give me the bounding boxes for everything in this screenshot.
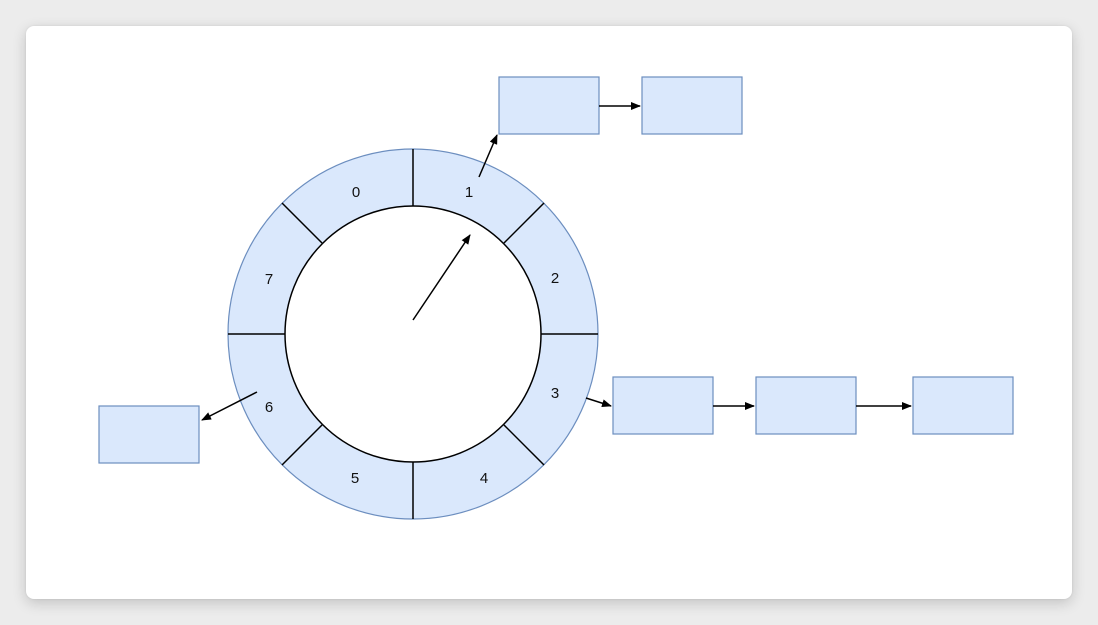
slot-label-4: 4 [480, 470, 488, 487]
wheel-hub [284, 205, 542, 463]
slot-3-node [755, 376, 857, 435]
slot-label-7: 7 [265, 271, 273, 288]
slot-1-list-arrow [478, 134, 498, 178]
slot-1-node [641, 76, 743, 135]
slot-divider [281, 424, 323, 466]
slot-label-2: 2 [551, 270, 559, 287]
slot-label-5: 5 [351, 470, 359, 487]
slot-divider [503, 202, 545, 244]
slot-label-6: 6 [265, 399, 273, 416]
slot-label-3: 3 [551, 385, 559, 402]
slot-label-0: 0 [352, 184, 360, 201]
slot-3-node [912, 376, 1014, 435]
slot-dividers [228, 149, 598, 519]
slot-label-1: 1 [465, 184, 473, 201]
slot-1-node [498, 76, 600, 135]
slot-divider [503, 424, 545, 466]
current-tick-pointer [412, 234, 471, 321]
slot-3-list-arrow [585, 397, 612, 408]
slot-6-node [98, 405, 200, 464]
slot-divider [281, 202, 323, 244]
slot-3-node [612, 376, 714, 435]
slot-6-list-arrow [201, 391, 258, 421]
